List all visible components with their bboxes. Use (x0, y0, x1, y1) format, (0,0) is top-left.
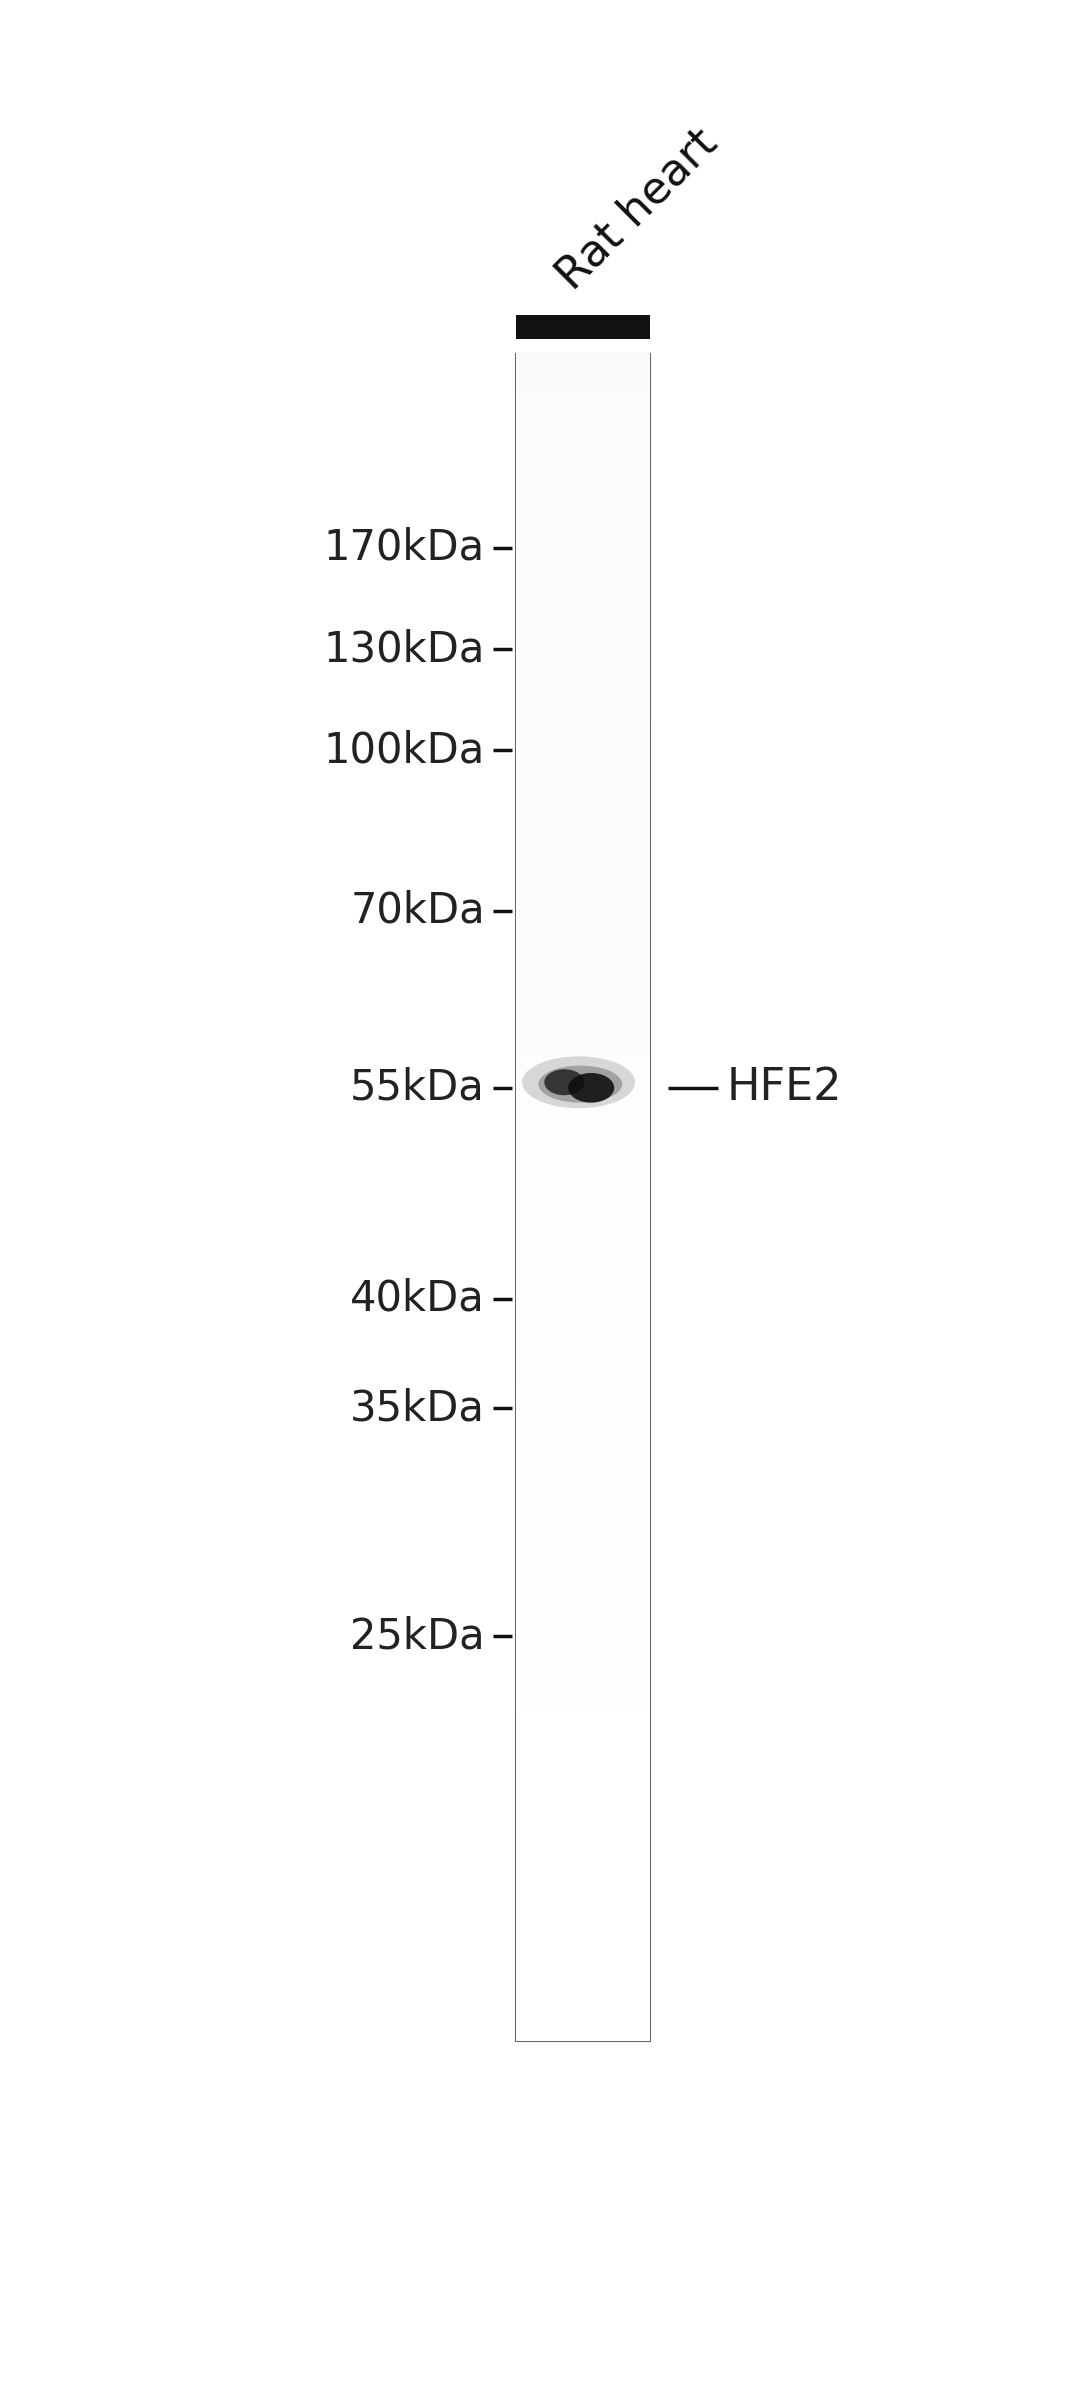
Text: 170kDa: 170kDa (324, 527, 485, 568)
Bar (516, 354, 650, 2042)
Bar (516, 315, 650, 340)
Text: HFE2: HFE2 (727, 1067, 842, 1110)
Ellipse shape (522, 1057, 635, 1108)
Text: 25kDa: 25kDa (350, 1616, 485, 1657)
Text: 55kDa: 55kDa (350, 1067, 485, 1108)
Text: Rat heart: Rat heart (549, 120, 726, 299)
Text: 130kDa: 130kDa (324, 628, 485, 669)
Text: 100kDa: 100kDa (324, 730, 485, 771)
Text: 35kDa: 35kDa (350, 1387, 485, 1430)
Ellipse shape (539, 1067, 622, 1103)
Text: 70kDa: 70kDa (350, 889, 485, 932)
Ellipse shape (544, 1069, 584, 1096)
Text: 40kDa: 40kDa (350, 1279, 485, 1320)
Ellipse shape (568, 1074, 615, 1103)
